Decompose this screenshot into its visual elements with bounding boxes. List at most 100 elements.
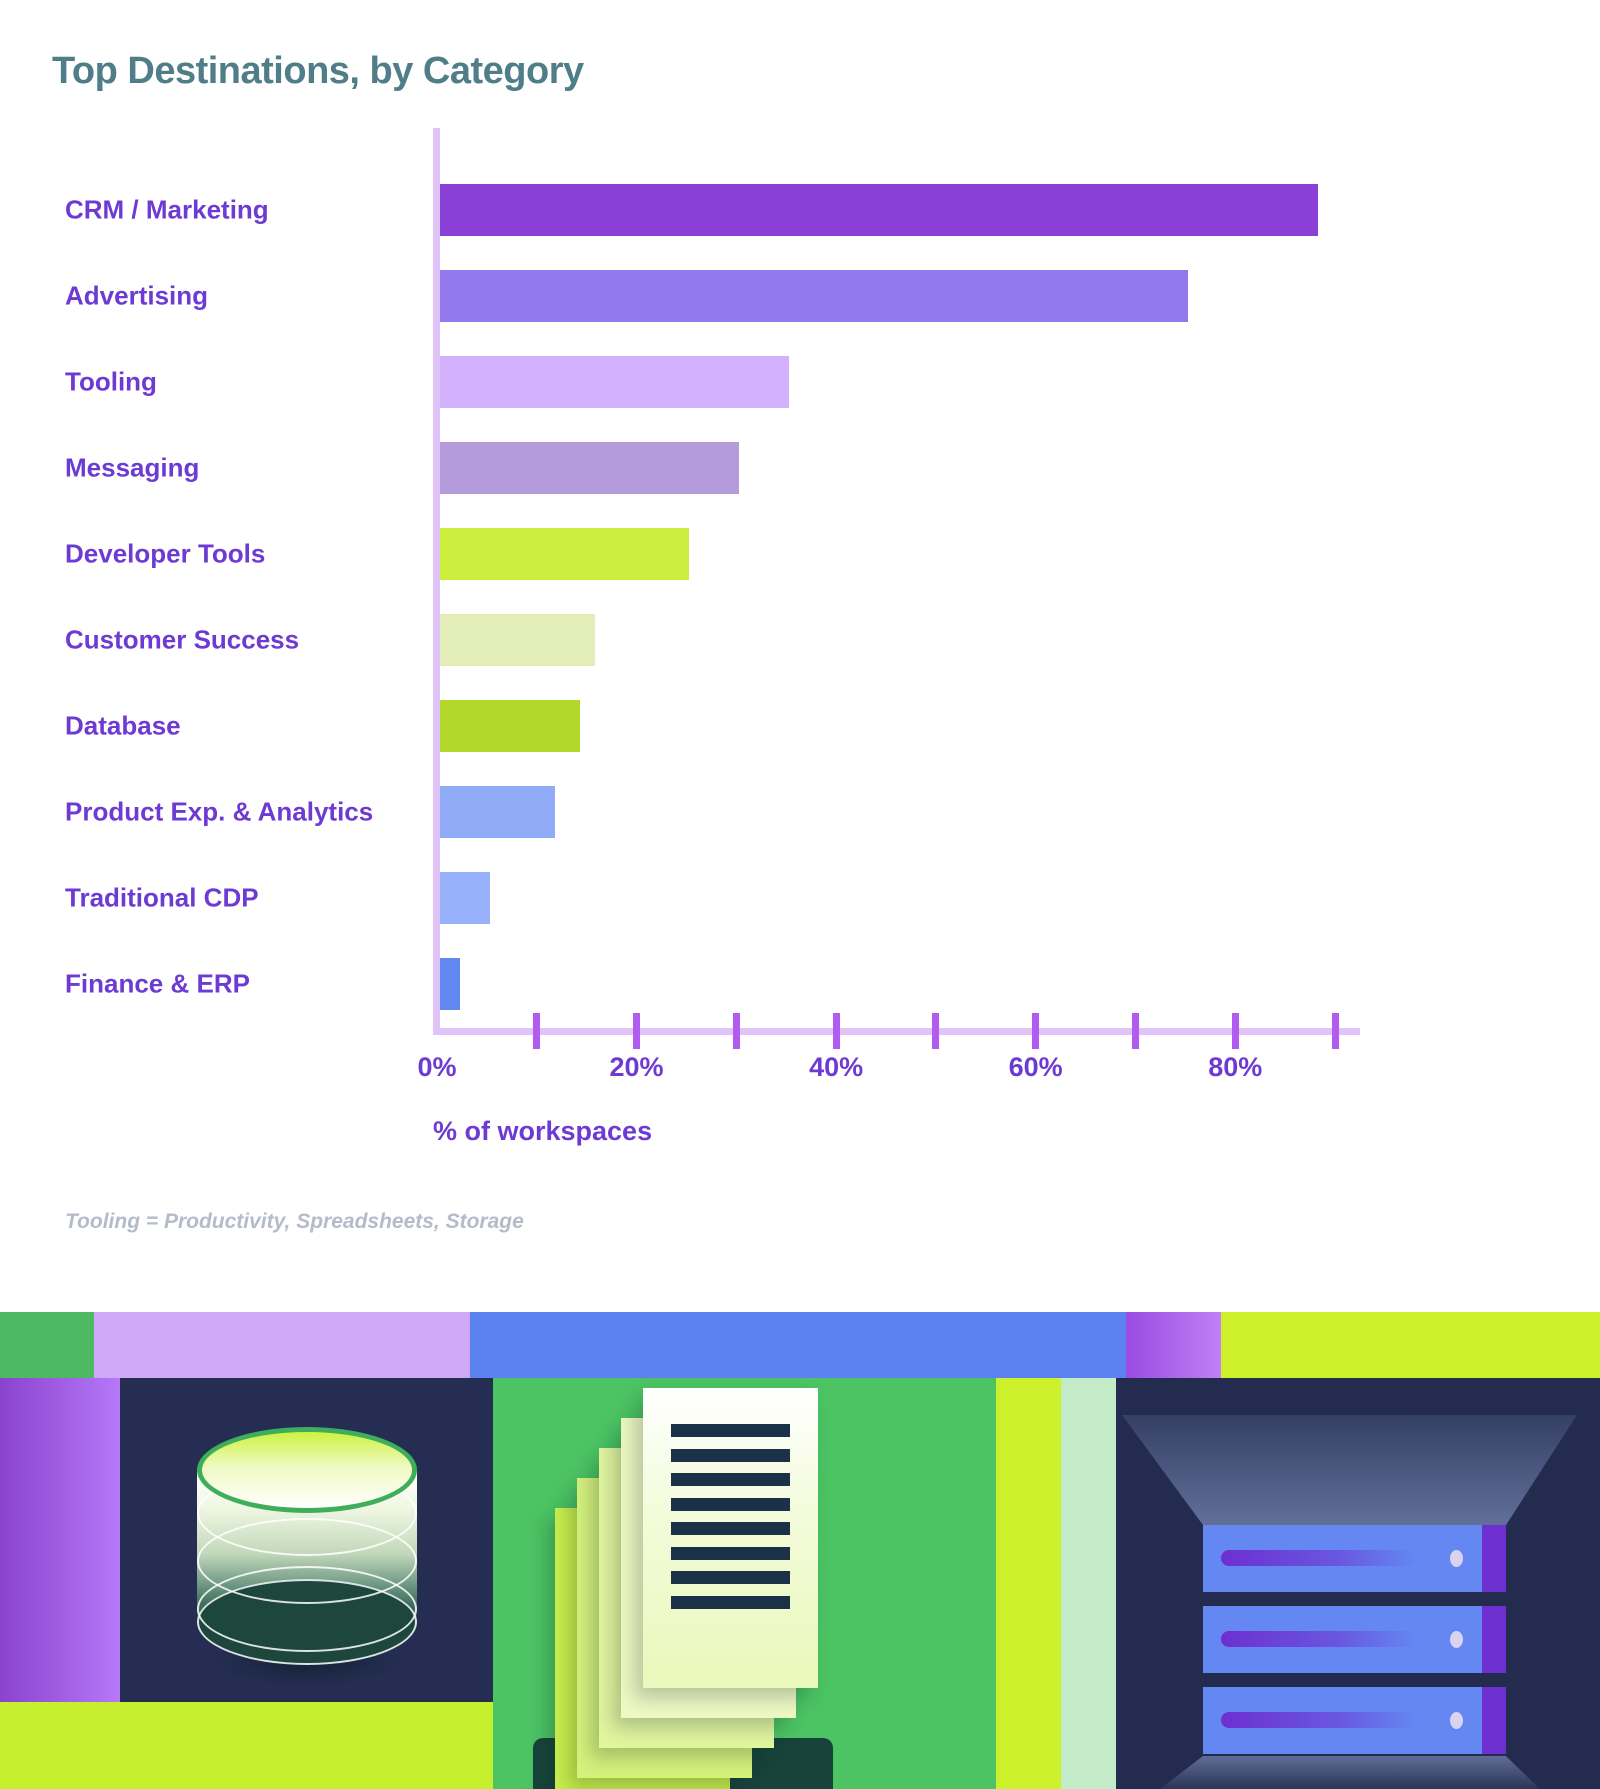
axis-tick (732, 1013, 740, 1049)
axis-tick (633, 1013, 641, 1049)
bar-row: CRM / Marketing (0, 167, 1600, 253)
stripe-lavender (94, 1312, 470, 1378)
axis-tick-label: 40% (809, 1052, 864, 1082)
cylinder-top-ellipse (197, 1427, 417, 1513)
category-label-customer-success: Customer Success (65, 624, 300, 655)
bar-row: Advertising (0, 253, 1600, 339)
document-text-line (671, 1571, 790, 1584)
axis-tick (1032, 1013, 1040, 1049)
server-unit (1203, 1525, 1506, 1592)
server-end-cap (1482, 1687, 1506, 1754)
document-text-line (671, 1595, 790, 1609)
server-rack-icon (1116, 1378, 1600, 1789)
axis-tick (533, 1013, 541, 1049)
document-text-line (671, 1522, 790, 1535)
document-text-line (671, 1546, 790, 1560)
chart-footnote: Tooling = Productivity, Spreadsheets, St… (65, 1210, 524, 1233)
bar-track (440, 356, 1338, 408)
bar-crm-marketing (440, 184, 1319, 236)
tile-purple-gradient (0, 1378, 120, 1702)
axis-tick-label: 60% (1008, 1052, 1063, 1082)
bar-advertising (440, 270, 1189, 322)
stripe-green (0, 1312, 94, 1378)
bar-row: Tooling (0, 339, 1600, 425)
bar-developer-tools (440, 528, 690, 580)
server-unit (1203, 1606, 1506, 1673)
spotlight-top (1122, 1415, 1577, 1525)
axis-tick-label: 80% (1208, 1052, 1263, 1082)
bar-row: Product Exp. & Analytics (0, 769, 1600, 855)
axis-tick-label: 20% (609, 1052, 664, 1082)
document-text-line (671, 1448, 790, 1462)
server-slot (1221, 1550, 1416, 1566)
category-label-finance-erp: Finance & ERP (65, 968, 250, 999)
bar-track (440, 184, 1338, 236)
bar-customer-success (440, 614, 595, 666)
bar-track (440, 442, 1338, 494)
bar-track (440, 700, 1338, 752)
axis-tick (1231, 1013, 1239, 1049)
bar-track (440, 528, 1338, 580)
column-lime (996, 1378, 1061, 1789)
bar-finance-erp (440, 958, 460, 1010)
database-cylinder-illustration (120, 1378, 493, 1702)
server-slot (1221, 1631, 1416, 1647)
server-led-icon (1450, 1712, 1463, 1729)
category-label-advertising: Advertising (65, 280, 209, 311)
stripe-blue (470, 1312, 1126, 1378)
document-text-line (671, 1473, 790, 1486)
category-label-product-exp-analytics: Product Exp. & Analytics (65, 796, 374, 827)
document-page-front (643, 1388, 818, 1688)
bar-row: Finance & ERP (0, 941, 1600, 1027)
chart-rows: CRM / Marketing Advertising Tooling Messagi… (0, 167, 1600, 1027)
axis-tick (1331, 1013, 1339, 1049)
bar-database (440, 700, 580, 752)
bar-row: Traditional CDP (0, 855, 1600, 941)
category-label-tooling: Tooling (65, 366, 157, 397)
tile-lime (0, 1702, 493, 1789)
axis-tick (1131, 1013, 1139, 1049)
bar-traditional-cdp (440, 872, 490, 924)
bar-messaging (440, 442, 740, 494)
database-cylinder-icon (172, 1418, 442, 1702)
category-label-database: Database (65, 710, 181, 741)
bar-row: Messaging (0, 425, 1600, 511)
bar-track (440, 270, 1338, 322)
stripe-lime (1221, 1312, 1600, 1378)
server-end-cap (1482, 1525, 1506, 1592)
x-axis-line (433, 1028, 1360, 1035)
spotlight-bottom (1160, 1756, 1540, 1789)
bar-track (440, 786, 1338, 838)
server-led-icon (1450, 1631, 1463, 1648)
server-unit (1203, 1687, 1506, 1754)
category-label-messaging: Messaging (65, 452, 200, 483)
document-text-line (671, 1424, 790, 1437)
document-text-line (671, 1497, 790, 1511)
chart-title: Top Destinations, by Category (52, 50, 584, 92)
server-led-icon (1450, 1550, 1463, 1567)
server-end-cap (1482, 1606, 1506, 1673)
category-label-crm-marketing: CRM / Marketing (65, 194, 269, 225)
x-axis-title: % of workspaces (433, 1116, 653, 1146)
bar-track (440, 614, 1338, 666)
stripe-purple-gradient (1126, 1312, 1221, 1378)
document-stack-illustration (493, 1378, 996, 1789)
bar-track (440, 958, 1338, 1010)
axis-tick (932, 1013, 940, 1049)
bar-tooling (440, 356, 790, 408)
server-rack-illustration (1116, 1378, 1600, 1789)
category-label-developer-tools: Developer Tools (65, 538, 266, 569)
axis-tick-label: 0% (417, 1052, 457, 1082)
column-mint (1061, 1378, 1116, 1789)
bar-row: Customer Success (0, 597, 1600, 683)
server-slot (1221, 1712, 1416, 1728)
y-axis-line (433, 128, 440, 1035)
bar-product-exp-analytics (440, 786, 555, 838)
bar-row: Database (0, 683, 1600, 769)
bar-track (440, 872, 1338, 924)
axis-tick (832, 1013, 840, 1049)
category-label-traditional-cdp: Traditional CDP (65, 882, 259, 913)
bar-row: Developer Tools (0, 511, 1600, 597)
